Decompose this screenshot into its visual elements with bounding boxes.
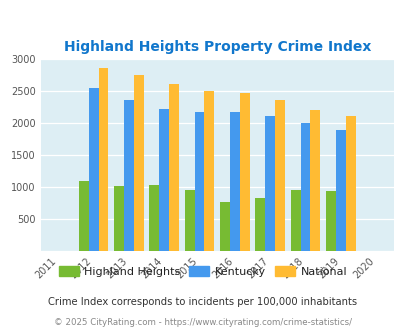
Text: Crime Index corresponds to incidents per 100,000 inhabitants: Crime Index corresponds to incidents per… bbox=[48, 297, 357, 307]
Title: Highland Heights Property Crime Index: Highland Heights Property Crime Index bbox=[63, 40, 370, 54]
Bar bbox=[255, 198, 264, 251]
Bar bbox=[264, 115, 275, 251]
Bar bbox=[79, 181, 88, 251]
Bar bbox=[300, 123, 310, 251]
Bar bbox=[239, 93, 249, 251]
Bar bbox=[169, 84, 179, 251]
Bar bbox=[310, 111, 320, 251]
Bar bbox=[124, 100, 134, 251]
Bar bbox=[98, 68, 108, 251]
Bar bbox=[204, 91, 214, 251]
Bar bbox=[229, 112, 239, 251]
Bar bbox=[149, 185, 159, 251]
Bar bbox=[114, 186, 124, 251]
Bar bbox=[275, 100, 284, 251]
Bar bbox=[290, 190, 300, 251]
Bar bbox=[345, 116, 355, 251]
Bar bbox=[88, 88, 98, 251]
Bar bbox=[194, 112, 204, 251]
Bar bbox=[325, 191, 335, 251]
Bar bbox=[134, 75, 143, 251]
Bar bbox=[184, 190, 194, 251]
Text: © 2025 CityRating.com - https://www.cityrating.com/crime-statistics/: © 2025 CityRating.com - https://www.city… bbox=[54, 318, 351, 327]
Bar bbox=[220, 202, 229, 251]
Legend: Highland Heights, Kentucky, National: Highland Heights, Kentucky, National bbox=[54, 261, 351, 281]
Bar bbox=[159, 109, 169, 251]
Bar bbox=[335, 130, 345, 251]
